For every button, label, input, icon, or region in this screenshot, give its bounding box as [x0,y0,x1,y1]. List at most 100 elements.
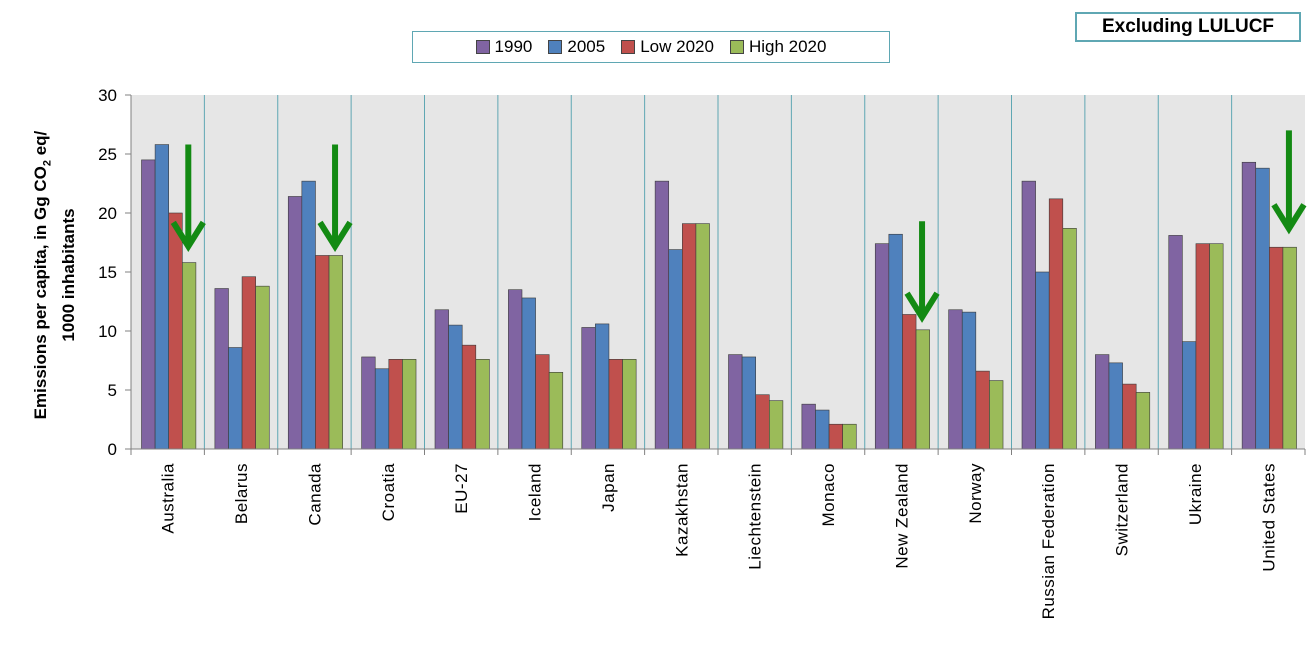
x-tick-label: EU-27 [452,463,471,514]
bar-high-2020-switzerland [1135,392,1151,450]
x-tick-label: Monaco [819,463,838,526]
x-tick-label: Russian Federation [1039,463,1058,619]
bar-high-2020-australia [182,262,197,450]
bar-1990-ukraine [1168,235,1183,450]
bar-2005-kazakhstan [668,249,683,450]
bar-high-2020-norway [989,380,1004,450]
x-tick-label: Liechtenstein [746,463,765,570]
legend-label-high-2020: High 2020 [748,37,827,56]
bar-1990-eu-27 [434,309,449,450]
badge-text: Excluding LULUCF [1101,16,1275,37]
bar-high-2020-liechtenstein [768,400,784,450]
x-tick-label: Belarus [232,463,251,524]
chart-legend: 1990 2005 Low 2020 High 2020 [412,31,890,63]
legend-label-2005: 2005 [567,37,606,56]
y-tick-label: 15 [98,263,117,282]
bar-low-2020-new-zealand [902,314,917,450]
legend-item-high-2020: High 2020 [729,37,827,57]
x-tick-label: Croatia [379,463,398,521]
bar-1990-canada [287,196,303,450]
legend-swatch-low-2020 [621,40,636,54]
bar-low-2020-liechtenstein [755,394,770,450]
bar-2005-eu-27 [448,324,463,450]
bar-low-2020-monaco [828,423,843,450]
down-arrow-icon [317,144,353,253]
down-arrow-head [170,220,206,253]
bar-low-2020-ukraine [1195,243,1210,450]
bar-1990-croatia [361,356,376,450]
bar-low-2020-kazakhstan [682,223,697,450]
bar-2005-ukraine [1182,341,1197,450]
legend-swatch-2005 [548,40,563,54]
y-tick-label: 20 [98,204,117,223]
bar-1990-norway [948,309,963,450]
bar-high-2020-russian-federation [1062,228,1077,450]
bar-high-2020-iceland [548,371,564,450]
legend-swatch-high-2020 [729,40,744,54]
x-tick-label: Switzerland [1113,463,1132,556]
bar-2005-croatia [374,368,390,450]
bar-low-2020-eu-27 [461,344,477,450]
bar-low-2020-norway [975,370,990,450]
legend-item-low-2020: Low 2020 [621,37,714,57]
down-arrow-icon [904,221,940,323]
bar-1990-united-states [1241,161,1257,450]
bar-high-2020-eu-27 [475,359,490,450]
bar-low-2020-australia [168,212,183,450]
bar-high-2020-canada [328,255,343,450]
y-tick-label: 0 [108,440,117,459]
bar-2005-liechtenstein [741,356,756,450]
bar-1990-japan [581,327,596,450]
x-tick-label: Iceland [526,463,545,521]
bar-1990-liechtenstein [728,354,743,450]
bar-2005-monaco [815,409,830,450]
x-tick-label: Canada [305,463,324,526]
bar-2005-iceland [521,297,536,450]
y-tick-label: 25 [98,145,117,164]
bar-2005-russian-federation [1035,271,1050,450]
bar-high-2020-monaco [842,423,857,450]
bar-high-2020-new-zealand [915,329,930,450]
excluding-lulucf-badge: Excluding LULUCF [1075,12,1301,42]
bar-high-2020-croatia [402,359,417,450]
bar-2005-new-zealand [888,233,903,450]
bar-low-2020-canada [315,255,330,450]
bar-low-2020-croatia [388,359,403,450]
down-arrow-icon [170,144,206,253]
y-tick-label: 5 [108,381,117,400]
bar-high-2020-ukraine [1209,243,1224,450]
bar-1990-new-zealand [874,243,890,450]
bar-1990-australia [141,159,156,450]
bar-2005-canada [301,180,316,450]
bar-2005-belarus [228,347,243,450]
bar-2005-japan [595,323,610,450]
bar-1990-russian-federation [1021,180,1036,450]
down-arrow-head [904,291,940,323]
x-tick-label: Kazakhstan [672,463,691,557]
bar-low-2020-switzerland [1122,383,1137,450]
bar-1990-switzerland [1095,354,1110,450]
bar-1990-kazakhstan [654,180,670,450]
bar-low-2020-russian-federation [1048,198,1064,450]
bar-2005-switzerland [1108,362,1123,450]
legend-item-2005: 2005 [548,37,605,57]
bar-low-2020-iceland [535,354,550,450]
x-tick-label: Norway [966,463,985,524]
x-tick-label: Australia [159,463,178,534]
down-arrow-icon [1271,130,1307,235]
x-tick-label: United States [1259,463,1278,572]
bar-high-2020-united-states [1282,246,1297,450]
x-tick-label: New Zealand [892,463,911,569]
legend-label-low-2020: Low 2020 [640,37,714,56]
bar-high-2020-kazakhstan [695,223,710,450]
y-tick-label: 10 [98,322,117,341]
bar-high-2020-belarus [255,285,270,450]
legend-label-1990: 1990 [494,37,533,56]
bar-2005-australia [154,144,170,450]
bar-1990-belarus [214,288,229,450]
legend-item-1990: 1990 [475,37,533,57]
down-arrow-head [1271,203,1307,235]
bar-low-2020-belarus [241,276,256,450]
bar-high-2020-japan [622,359,637,450]
